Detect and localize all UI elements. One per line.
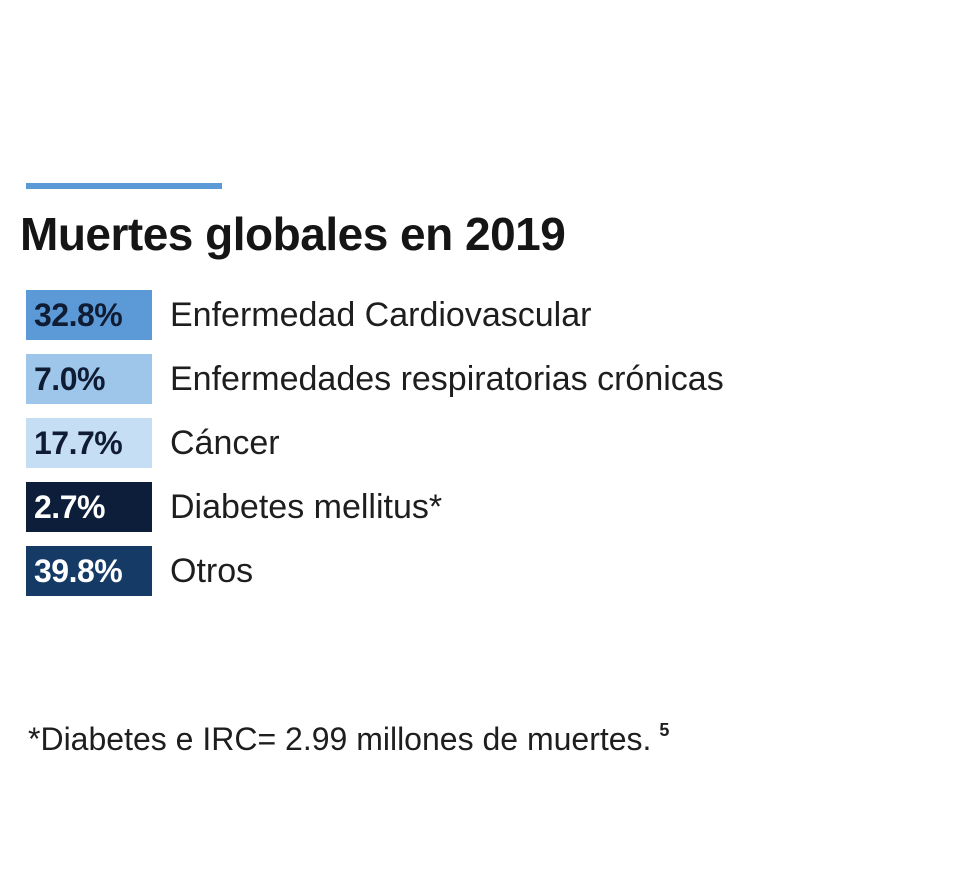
value-label-otros: 39.8% <box>34 552 123 589</box>
category-label-cancer: Cáncer <box>170 423 280 462</box>
value-swatch-diabetes: 2.7% <box>26 482 152 532</box>
footnote-reference: 5 <box>659 720 670 740</box>
footnote-text: *Diabetes e IRC= 2.99 millones de muerte… <box>28 721 652 757</box>
value-label-diabetes: 2.7% <box>34 488 105 525</box>
footnote: *Diabetes e IRC= 2.99 millones de muerte… <box>28 708 669 761</box>
category-label-otros: Otros <box>170 551 254 590</box>
legend-item-cardiovascular: 32.8% Enfermedad Cardiovascular <box>26 290 591 340</box>
legend-item-respiratorias: 7.0% Enfermedades respiratorias crónicas <box>26 354 724 404</box>
value-label-cancer: 17.7% <box>34 424 123 461</box>
value-label-respiratorias: 7.0% <box>34 360 105 397</box>
title-accent-rule <box>26 183 222 189</box>
value-swatch-cancer: 17.7% <box>26 418 152 468</box>
category-label-diabetes: Diabetes mellitus* <box>170 487 443 526</box>
value-swatch-cardiovascular: 32.8% <box>26 290 152 340</box>
value-swatch-otros: 39.8% <box>26 546 152 596</box>
value-swatch-respiratorias: 7.0% <box>26 354 152 404</box>
category-label-respiratorias: Enfermedades respiratorias crónicas <box>170 359 724 398</box>
chart-title: Muertes globales en 2019 <box>20 208 566 260</box>
legend-item-diabetes: 2.7% Diabetes mellitus* <box>26 482 442 532</box>
legend-item-otros: 39.8% Otros <box>26 546 253 596</box>
category-label-cardiovascular: Enfermedad Cardiovascular <box>170 295 592 334</box>
legend-item-cancer: 17.7% Cáncer <box>26 418 280 468</box>
value-label-cardiovascular: 32.8% <box>34 296 123 333</box>
